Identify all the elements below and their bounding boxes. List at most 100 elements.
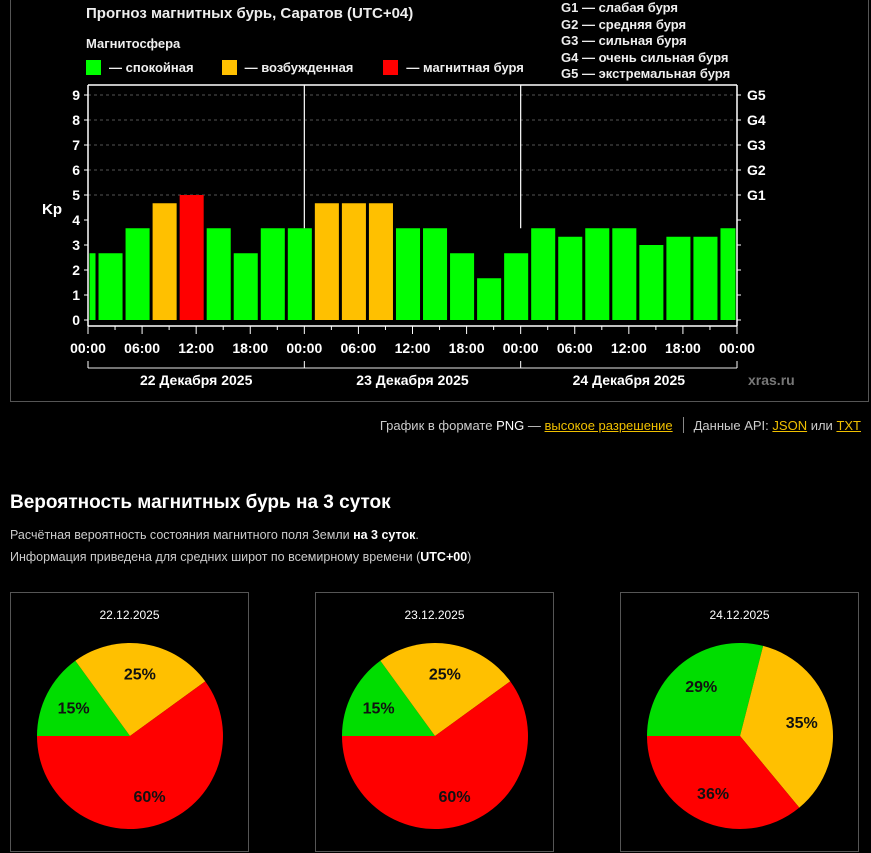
probability-description: Расчётная вероятность состояния магнитно…	[10, 528, 419, 542]
pie-slice	[37, 681, 223, 829]
x-tick-label: 12:00	[395, 340, 431, 356]
probability-heading: Вероятность магнитных бурь на 3 суток	[10, 492, 391, 513]
x-tick-label: 06:00	[341, 340, 377, 356]
kp-bar	[639, 245, 664, 320]
pie-card-day3: 24.12.2025 29% 35% 36%	[620, 592, 859, 852]
pie-slice-label: 36%	[697, 786, 729, 803]
kp-bar	[368, 203, 393, 320]
kp-bar	[206, 228, 231, 320]
y-tick-label: 1	[72, 287, 80, 303]
x-tick-label: 06:00	[557, 340, 593, 356]
kp-bar	[720, 228, 736, 320]
pie-date: 23.12.2025	[404, 608, 465, 622]
y-tick-label: 4	[72, 212, 80, 228]
x-tick-label: 00:00	[286, 340, 322, 356]
legend-item-storm: — магнитная буря	[383, 60, 524, 75]
kp-bar	[152, 203, 177, 320]
g-scale-item: G3 — сильная буря	[561, 33, 687, 48]
day-label: 23 Декабря 2025	[356, 372, 469, 388]
pie-card-day2: 23.12.2025 15% 25% 60%	[315, 592, 554, 852]
description-bold: на 3 суток	[353, 528, 416, 542]
g-level-label: G4	[747, 112, 766, 128]
pie-slice	[740, 645, 833, 808]
pie-slice	[342, 660, 435, 736]
y-tick-label: 8	[72, 112, 80, 128]
y-tick-label: 9	[72, 87, 80, 103]
kp-bar	[504, 253, 529, 320]
kp-bar	[260, 228, 285, 320]
description-text: Расчётная вероятность состояния магнитно…	[10, 528, 354, 542]
api-prefix: Данные API:	[693, 417, 769, 433]
txt-link[interactable]: TXT	[836, 417, 861, 433]
json-link[interactable]: JSON	[772, 417, 808, 433]
hires-link[interactable]: высокое разрешение	[544, 417, 673, 433]
or-text: или	[810, 417, 833, 433]
x-tick-label: 12:00	[178, 340, 214, 356]
note-end: )	[467, 550, 472, 564]
g-scale-item: G1 — слабая буря	[561, 0, 679, 15]
x-tick-label: 18:00	[665, 340, 701, 356]
kp-bar	[233, 253, 258, 320]
y-tick-label: 5	[72, 187, 80, 203]
g-level-label: G1	[747, 187, 766, 203]
x-tick-label: 18:00	[232, 340, 268, 356]
y-tick-label: 2	[72, 262, 80, 278]
pie-slice	[37, 660, 130, 736]
legend-label: — спокойная	[109, 60, 194, 75]
x-tick-label: 00:00	[70, 340, 106, 356]
png-label: PNG	[496, 417, 525, 433]
g-scale-legend: G1 — слабая буря G2 — средняя буря G3 — …	[561, 0, 730, 83]
kp-bar	[89, 253, 96, 320]
pie-slice-label: 15%	[58, 700, 90, 717]
kp-bar	[693, 236, 718, 320]
kp-bar	[395, 228, 421, 320]
kp-bar	[287, 228, 312, 320]
kp-bar	[450, 253, 475, 320]
pie-chart: 15% 25% 60%	[342, 643, 528, 829]
kp-bar-chart: 0 1 2 3 4 5 6 7 8 9 G1 G2 G3 G4 G5 Kp 00:00 06:00 12:00 18:…	[42, 84, 795, 388]
legend-swatch-storm	[383, 60, 399, 75]
pie-slice-label: 60%	[439, 789, 471, 806]
y-tick-label: 0	[72, 312, 80, 328]
pie-chart: 29% 35% 36%	[647, 643, 833, 829]
chart-title: Прогноз магнитных бурь, Саратов (UTC+04)	[86, 5, 414, 22]
y-tick-label: 3	[72, 237, 80, 253]
kp-bar	[423, 228, 448, 320]
pie-slice	[380, 643, 511, 736]
y-tick-label: 6	[72, 162, 80, 178]
g-scale-item: G5 — экстремальная буря	[561, 66, 731, 81]
g-level-label: G2	[747, 162, 766, 178]
day-label: 24 Декабря 2025	[573, 372, 686, 388]
note-bold: UTC+00	[420, 550, 468, 564]
watermark: xras.ru	[748, 372, 795, 388]
pie-slice-label: 60%	[134, 789, 166, 806]
probability-note: Информация приведена для средних широт п…	[10, 550, 471, 564]
kp-bar	[666, 236, 691, 320]
y-axis-label: Kp	[42, 201, 62, 218]
kp-bar	[341, 203, 366, 320]
kp-bar	[179, 195, 204, 320]
note-text: Информация приведена для средних широт п…	[10, 550, 421, 564]
legend-label: — магнитная буря	[406, 60, 524, 75]
kp-bar	[531, 228, 556, 320]
pie-chart: 15% 25% 60%	[37, 643, 223, 829]
x-tick-label: 18:00	[449, 340, 485, 356]
legend-swatch-quiet	[86, 60, 101, 75]
day-label: 22 Декабря 2025	[140, 372, 253, 388]
kp-bar	[612, 228, 637, 320]
kp-bar	[98, 253, 123, 320]
divider	[682, 417, 684, 433]
pie-slice	[647, 736, 800, 829]
pie-slice	[342, 681, 528, 829]
x-tick-label: 00:00	[719, 340, 755, 356]
legend: — спокойная — возбужденная — магнитная б…	[86, 60, 548, 75]
g-scale-item: G4 — очень сильная буря	[561, 49, 729, 65]
pie-slice-label: 15%	[363, 700, 395, 717]
legend-title: Магнитосфера	[86, 36, 181, 51]
pie-slice	[75, 643, 206, 736]
y-tick-label: 7	[72, 137, 80, 153]
legend-item-quiet: — спокойная	[86, 60, 194, 75]
pie-slice	[647, 643, 764, 736]
pie-slice-label: 35%	[786, 715, 818, 732]
kp-bar	[314, 203, 339, 320]
